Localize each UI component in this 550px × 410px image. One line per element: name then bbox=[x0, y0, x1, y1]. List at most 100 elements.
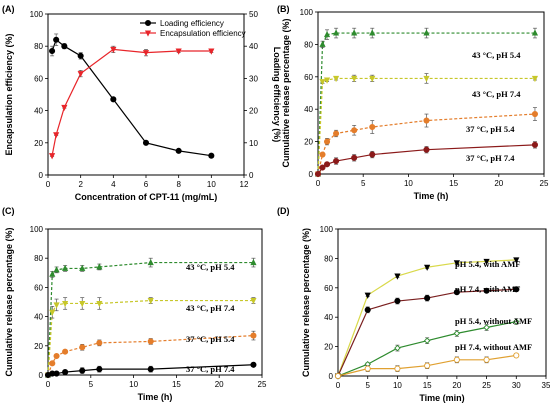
y-tick-label: 40 bbox=[34, 107, 43, 116]
x-tick-label: 0 bbox=[336, 381, 341, 390]
series-label: 43 °C, pH 5.4 bbox=[186, 262, 235, 272]
data-point bbox=[208, 48, 215, 55]
data-point bbox=[53, 132, 60, 139]
data-point bbox=[369, 75, 376, 83]
legend-marker bbox=[144, 30, 152, 37]
y-tick-label: 40 bbox=[34, 313, 43, 322]
data-point bbox=[79, 344, 86, 351]
series: 37 °C, pH 5.4 bbox=[314, 107, 539, 178]
y-tick-label: 60 bbox=[324, 284, 333, 293]
y-tick-label: 100 bbox=[30, 10, 44, 19]
series-label: 43 °C, pH 7.4 bbox=[186, 303, 235, 313]
data-point bbox=[323, 77, 331, 84]
data-point bbox=[77, 52, 84, 59]
data-point bbox=[394, 344, 401, 352]
y-right-axis-title: Loading efficiency (%) bbox=[272, 47, 282, 143]
axes-frame bbox=[47, 13, 245, 176]
series-line bbox=[47, 299, 254, 376]
legend-marker bbox=[144, 19, 152, 27]
series: pH 5.4, with AMF bbox=[334, 257, 520, 380]
y-tick-label: 20 bbox=[34, 342, 43, 351]
data-point bbox=[96, 339, 103, 346]
series-label: 37 °C, pH 5.4 bbox=[466, 124, 515, 134]
data-point bbox=[147, 258, 154, 266]
series-label: 43 °C, pH 5.4 bbox=[472, 50, 521, 60]
data-point bbox=[483, 287, 490, 294]
panel-4: (D) 0 5 10 15 20 25 30 35 0 20 40 60 80 100 Time (min) C… bbox=[277, 206, 550, 403]
series-line bbox=[51, 38, 212, 157]
panel-label: (A) bbox=[2, 4, 15, 14]
data-point bbox=[79, 367, 86, 374]
data-point bbox=[424, 295, 431, 302]
series-label: 43 °C, pH 7.4 bbox=[472, 89, 521, 99]
data-point bbox=[110, 46, 117, 54]
series: 43 °C, pH 5.4 bbox=[44, 257, 257, 378]
data-point bbox=[48, 153, 56, 160]
series-label: pH 5.4, without AMF bbox=[455, 316, 532, 326]
data-point bbox=[394, 365, 401, 372]
series-label: 37 °C, pH 7.4 bbox=[466, 153, 515, 163]
y-tick-label: 0 bbox=[309, 170, 314, 179]
data-point bbox=[147, 298, 154, 305]
data-point bbox=[351, 75, 358, 83]
axes-frame bbox=[337, 228, 547, 377]
x-tick-label: 0 bbox=[316, 179, 321, 188]
series: 43 °C, pH 5.4 bbox=[314, 27, 539, 177]
y-right-tick-label: 30 bbox=[249, 74, 258, 83]
y-tick-label: 60 bbox=[304, 73, 313, 82]
y-tick-label: 20 bbox=[304, 138, 313, 147]
data-point bbox=[49, 360, 56, 367]
data-point bbox=[394, 297, 401, 305]
x-tick-label: 10 bbox=[129, 380, 138, 389]
y-tick-label: 40 bbox=[304, 105, 313, 114]
data-point bbox=[250, 298, 257, 305]
data-point bbox=[147, 366, 154, 373]
panel-3: (C) 0 5 10 15 20 25 0 20 40 60 80 100 Time (h) Cumulat… bbox=[2, 206, 267, 402]
data-point bbox=[513, 286, 520, 293]
y-axis-title: Encapsulation efficiency (%) bbox=[4, 33, 14, 155]
y-right-tick-label: 40 bbox=[249, 42, 258, 51]
y-tick-label: 80 bbox=[34, 42, 43, 51]
x-tick-label: 5 bbox=[361, 179, 366, 188]
data-point bbox=[53, 36, 60, 43]
data-point bbox=[424, 362, 431, 369]
data-point bbox=[175, 48, 182, 55]
data-point bbox=[319, 79, 326, 86]
data-point bbox=[423, 146, 430, 153]
data-point bbox=[61, 43, 68, 50]
data-point bbox=[62, 300, 69, 308]
data-point bbox=[364, 365, 371, 372]
data-point bbox=[424, 264, 431, 271]
data-point bbox=[351, 127, 358, 134]
data-point bbox=[531, 141, 539, 148]
y-right-tick-label: 50 bbox=[249, 10, 258, 19]
x-tick-label: 0 bbox=[46, 180, 51, 189]
data-point bbox=[332, 29, 340, 36]
x-tick-label: 20 bbox=[215, 380, 224, 389]
data-point bbox=[142, 50, 150, 57]
data-point bbox=[332, 75, 340, 83]
panel-label: (D) bbox=[277, 206, 290, 216]
x-axis-title: Concentration of CPT-11 (mg/mL) bbox=[75, 192, 218, 202]
data-point bbox=[364, 306, 371, 313]
data-point bbox=[96, 263, 103, 270]
data-point bbox=[319, 151, 326, 158]
data-point bbox=[96, 300, 103, 308]
data-point bbox=[351, 29, 358, 36]
y-tick-label: 20 bbox=[34, 139, 43, 148]
x-tick-label: 2 bbox=[78, 180, 83, 189]
data-point bbox=[394, 273, 401, 280]
x-axis-title: Time (h) bbox=[138, 392, 173, 402]
data-point bbox=[250, 332, 257, 339]
series-line bbox=[317, 77, 535, 175]
data-point bbox=[453, 330, 461, 337]
data-point bbox=[423, 75, 430, 83]
x-tick-label: 5 bbox=[365, 381, 370, 390]
panel-2: (B) 0 5 10 15 20 25 0 20 40 60 80 100 Time (h) Cumulat… bbox=[277, 4, 549, 201]
data-point bbox=[453, 289, 460, 296]
data-point bbox=[531, 75, 539, 83]
x-axis-title: Time (h) bbox=[414, 191, 449, 201]
